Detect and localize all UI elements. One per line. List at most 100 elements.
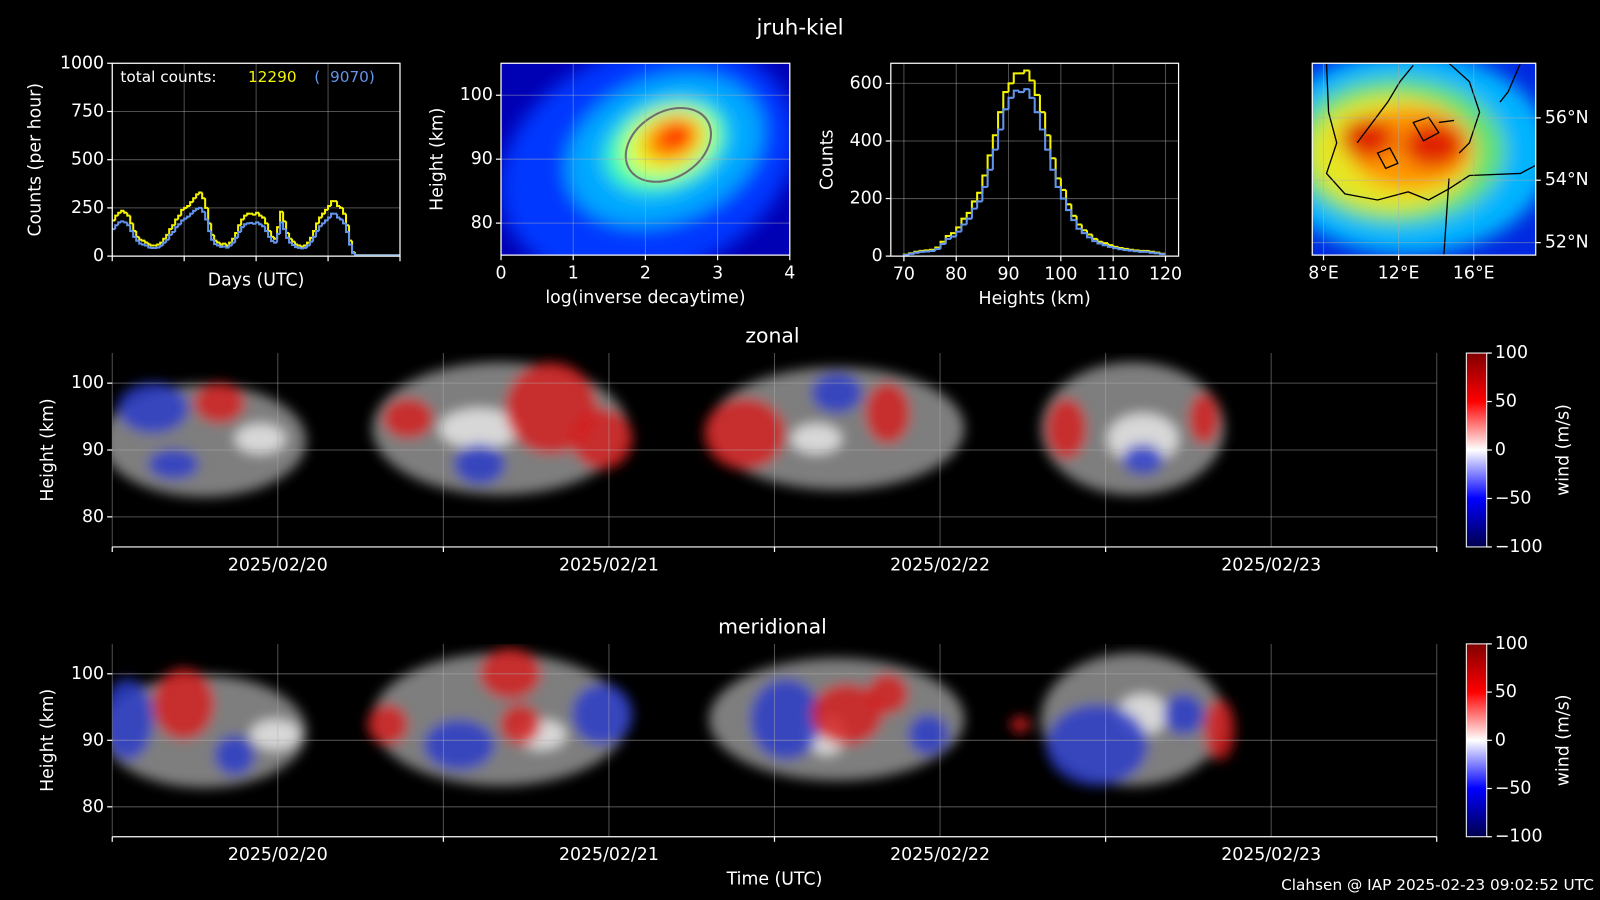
colorbar-tick-label: −50 — [1495, 779, 1532, 799]
step-segment — [297, 244, 302, 247]
step-segment — [144, 244, 149, 247]
step-segment — [294, 241, 299, 246]
wind-blob — [1188, 392, 1220, 444]
colorbar-tick-label: −50 — [1495, 488, 1532, 508]
x-tick-label: 1 — [568, 263, 579, 283]
x-axis-label: Time (UTC) — [726, 870, 823, 890]
coastline — [1356, 64, 1414, 144]
histogram-step — [1091, 237, 1098, 243]
step-segment — [150, 247, 155, 250]
y-axis-label: Counts — [818, 129, 838, 189]
wind-blob — [438, 408, 521, 449]
y-tick-label: 600 — [850, 73, 883, 93]
step-segment — [258, 222, 263, 226]
histogram-step — [1159, 253, 1166, 256]
step-segment — [306, 244, 311, 248]
step-segment — [114, 224, 119, 230]
y-tick-label: 200 — [850, 189, 883, 209]
y-tick-label: 250 — [71, 198, 104, 218]
wind-blob — [811, 372, 863, 414]
wind-blob — [1107, 413, 1179, 465]
histogram-step — [1154, 252, 1161, 255]
wind-blob — [704, 397, 786, 470]
step-segment — [330, 200, 335, 206]
x-tick-label: 3 — [712, 263, 723, 283]
step-segment — [237, 230, 242, 238]
step-segment — [159, 244, 164, 248]
image-layer — [112, 647, 1235, 788]
wind-blob — [234, 423, 286, 455]
histogram-step — [1028, 89, 1035, 99]
histogram-step — [1065, 198, 1072, 212]
wind-blob — [193, 382, 245, 424]
y-tick-label: 90 — [471, 149, 493, 169]
step-segment — [201, 192, 206, 200]
annotation: total counts: — [120, 68, 216, 86]
x-axis-label: Days (UTC) — [208, 271, 305, 291]
map-blob — [1340, 117, 1394, 159]
x-tick-label: 2025/02/20 — [228, 555, 328, 575]
x-tick-label: 2025/02/21 — [559, 555, 659, 575]
step-segment — [261, 215, 266, 219]
step-segment — [144, 240, 149, 244]
histogram-step — [1070, 210, 1077, 222]
histogram-step — [1012, 89, 1019, 98]
wind-blob — [867, 673, 909, 715]
wind-blob — [250, 719, 302, 750]
coastline — [1443, 178, 1450, 256]
step-segment — [261, 224, 266, 228]
x-tick-label: 2025/02/22 — [890, 555, 990, 575]
step-segment — [231, 241, 236, 246]
histogram-step — [1112, 246, 1119, 250]
y-tick-label: 100 — [71, 664, 104, 684]
histogram-step — [1106, 243, 1114, 247]
step-segment — [183, 206, 188, 210]
colorbar-tick-label: 0 — [1495, 440, 1506, 460]
coastline — [1499, 63, 1522, 103]
histogram-step — [1096, 241, 1103, 245]
histogram-step — [1044, 129, 1051, 151]
histogram-step — [1138, 250, 1145, 253]
step-segment — [336, 201, 341, 208]
step-segment — [183, 217, 188, 221]
histogram-step — [949, 235, 957, 239]
y-axis-label: Counts (per hour) — [26, 83, 46, 237]
x-tick-label: 120 — [1149, 264, 1182, 284]
x-tick-label: 100 — [1044, 264, 1077, 284]
step-segment — [330, 212, 335, 218]
map-blob — [1403, 122, 1465, 168]
wind-blob — [790, 423, 842, 455]
histogram-step — [1023, 88, 1030, 93]
x-tick-label: 0 — [496, 263, 507, 283]
step-segment — [192, 209, 197, 214]
x-tick-label: 90 — [998, 264, 1020, 284]
contour — [624, 107, 713, 183]
step-segment — [177, 214, 182, 220]
step-segment — [243, 223, 248, 228]
histogram-step — [1080, 228, 1088, 235]
wind-blob — [382, 397, 434, 439]
histogram-step — [918, 250, 925, 253]
step-segment — [162, 241, 167, 246]
wind-blob — [865, 382, 911, 444]
histogram-step — [997, 128, 1004, 150]
histogram-step — [929, 249, 936, 252]
x-tick-label: 2 — [640, 263, 651, 283]
panel: 2025/02/20 2025/02/21 2025/02/22 2025/02/23… — [38, 324, 1573, 576]
histogram-step — [1075, 220, 1082, 230]
step-segment — [138, 236, 143, 241]
step-segment — [303, 246, 308, 249]
step-segment — [117, 221, 122, 226]
histogram-step — [1007, 82, 1014, 93]
wind-blob — [750, 678, 822, 761]
histogram-step — [1117, 248, 1124, 251]
colorbar-tick-label: 50 — [1495, 392, 1517, 412]
step-segment — [171, 230, 176, 235]
y-tick-label: 100 — [460, 85, 493, 105]
step-segment — [297, 246, 302, 249]
y-tick-label: 54°N — [1545, 170, 1589, 190]
x-tick-label: 70 — [893, 264, 915, 284]
histogram-step — [1148, 251, 1156, 254]
y-tick-label: 52°N — [1545, 233, 1589, 253]
